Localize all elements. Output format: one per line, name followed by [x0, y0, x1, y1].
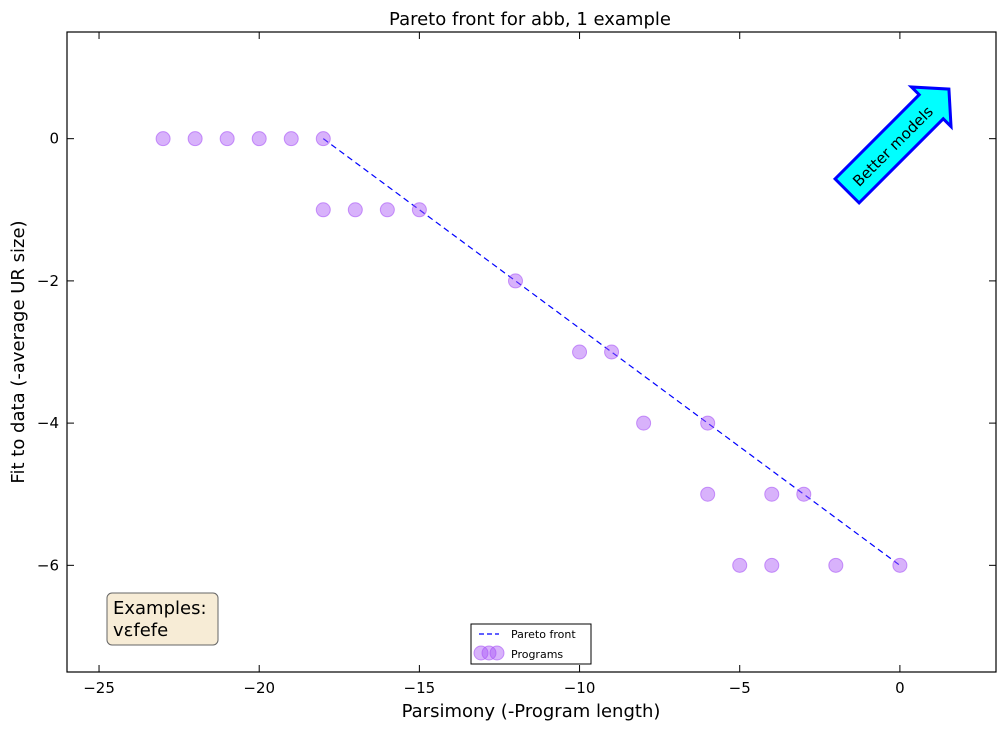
legend-label-pareto: Pareto front [511, 628, 576, 641]
examples-title: Examples: [113, 598, 207, 619]
program-point [283, 131, 299, 147]
program-point [732, 557, 748, 573]
legend-marker [473, 645, 489, 661]
y-tick-label: 0 [49, 130, 59, 148]
plot-frame [66, 31, 997, 673]
examples-text: vɛfefe [113, 620, 168, 641]
examples-box-bg [106, 592, 219, 646]
y-tick-label: −2 [37, 272, 59, 290]
x-tick-label: −5 [729, 679, 751, 697]
program-point [411, 202, 427, 218]
x-tick-label: 0 [895, 679, 905, 697]
program-point [700, 415, 716, 431]
axis-ticks [67, 32, 996, 672]
tick-labels: −25 −20 −15 −10 −5 0 0 −2 −4 −6 [37, 130, 905, 697]
program-point [315, 202, 331, 218]
x-tick-label: −10 [564, 679, 596, 697]
legend: Pareto front Programs [470, 623, 592, 665]
program-point [155, 131, 171, 147]
y-tick-label: −4 [37, 414, 59, 432]
program-point [187, 131, 203, 147]
program-point [892, 557, 908, 573]
program-point [219, 131, 235, 147]
program-point [507, 273, 523, 289]
program-point [572, 344, 588, 360]
program-point [604, 344, 620, 360]
chart-title: Pareto front for abb, 1 example [389, 9, 671, 30]
program-point [347, 202, 363, 218]
x-tick-label: −25 [83, 679, 115, 697]
program-point [636, 415, 652, 431]
x-axis-label: Parsimony (-Program length) [402, 701, 661, 722]
legend-marker [489, 645, 505, 661]
examples-box: Examples: vɛfefe [106, 592, 219, 646]
program-point [796, 486, 812, 502]
program-point [251, 131, 267, 147]
legend-marker [481, 645, 497, 661]
legend-label-programs: Programs [511, 648, 563, 661]
program-point [764, 557, 780, 573]
program-point [764, 486, 780, 502]
program-points [155, 131, 908, 573]
program-point [700, 486, 716, 502]
x-tick-label: −15 [404, 679, 436, 697]
arrow-shape [832, 85, 953, 206]
y-tick-label: −6 [37, 556, 59, 574]
program-point [379, 202, 395, 218]
program-point [315, 131, 331, 147]
y-axis-label: Fit to data (-average UR size) [8, 220, 29, 483]
program-point [828, 557, 844, 573]
x-tick-label: −20 [243, 679, 275, 697]
